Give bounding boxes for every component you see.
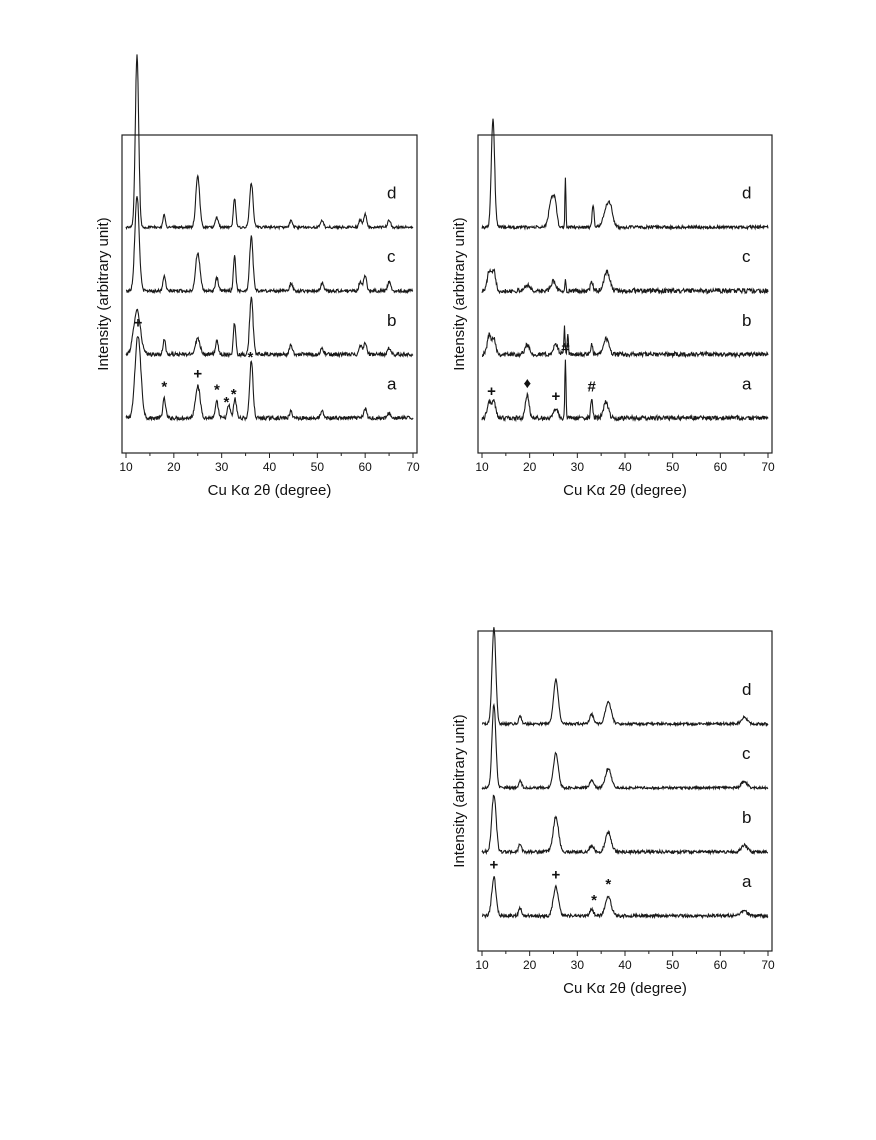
peak-marker: # <box>587 378 596 395</box>
xrd-curve-a <box>481 359 769 423</box>
x-tick-label: 40 <box>618 460 632 474</box>
xrd-curve-a <box>125 336 414 422</box>
peak-marker: + <box>134 315 143 332</box>
x-tick-label: 10 <box>475 460 489 474</box>
curve-label-a: a <box>742 872 752 891</box>
curve-label-a: a <box>742 374 752 393</box>
x-axis-label: Cu Kα 2θ (degree) <box>563 482 687 499</box>
peak-marker: * <box>591 892 597 909</box>
x-axis-ticks: 10 20 30 40 50 60 70 <box>475 951 775 972</box>
xrd-curve-c <box>481 702 769 791</box>
curve-label-b: b <box>387 311 396 330</box>
xrd-curve-b <box>125 296 414 359</box>
peak-marker: * <box>247 349 253 366</box>
xrd-curve-c <box>125 196 414 295</box>
curve-label-c: c <box>387 247 396 266</box>
x-tick-label: 20 <box>167 460 181 474</box>
curve-label-d: d <box>387 184 396 203</box>
peak-marker: + <box>487 383 496 400</box>
peak-marker: # <box>561 340 570 357</box>
curve-label-c: c <box>742 744 751 763</box>
curve-label-d: d <box>742 184 751 203</box>
x-tick-label: 30 <box>215 460 229 474</box>
x-tick-label: 40 <box>618 958 632 972</box>
peak-marker: * <box>224 394 230 411</box>
peak-marker: * <box>161 378 167 395</box>
peak-marker: + <box>490 857 499 874</box>
xrd-curve-b <box>481 325 769 359</box>
x-axis-label: Cu Kα 2θ (degree) <box>208 482 332 499</box>
plot-frame <box>477 134 773 454</box>
peak-marker: + <box>552 388 561 405</box>
x-tick-label: 50 <box>311 460 325 474</box>
x-tick-label: 60 <box>714 460 728 474</box>
xrd-curve-d <box>481 118 769 231</box>
x-tick-label: 10 <box>119 460 133 474</box>
peak-markers: + ♦ + # # <box>487 340 596 405</box>
xrd-panel-3: a b c d + + * * 10 20 30 40 50 60 70 Cu Kα 2θ (degre… <box>451 627 775 997</box>
curve-label-c: c <box>742 247 751 266</box>
peak-marker: * <box>605 876 611 893</box>
peak-marker: + <box>193 366 202 383</box>
x-tick-label: 70 <box>761 958 775 972</box>
x-tick-label: 30 <box>571 958 585 972</box>
x-tick-label: 10 <box>475 958 489 972</box>
curve-label-d: d <box>742 680 751 699</box>
x-tick-label: 60 <box>714 958 728 972</box>
x-tick-label: 60 <box>358 460 372 474</box>
y-axis-label: Intensity (arbitrary unit) <box>451 714 468 867</box>
xrd-curve-a <box>481 876 769 920</box>
x-tick-label: 70 <box>761 460 775 474</box>
peak-marker: * <box>231 386 237 403</box>
plot-frame <box>121 134 418 454</box>
xrd-curve-d <box>125 54 414 231</box>
curve-label-b: b <box>742 311 751 330</box>
curves-group: a b c d <box>125 54 414 422</box>
peak-markers: + + * * <box>490 857 612 909</box>
peak-marker: ♦ <box>523 375 531 392</box>
peak-marker: + <box>552 866 561 883</box>
curves-group: a b c d <box>481 118 769 423</box>
x-axis-ticks: 10 20 30 40 50 60 70 <box>475 453 775 474</box>
xrd-panel-2: a b c d + ♦ + # # 10 20 30 40 50 60 70 Cu Kα 2θ (degr… <box>451 118 775 499</box>
xrd-curve-c <box>481 268 769 295</box>
curves-group: a b c d <box>481 627 769 920</box>
x-tick-label: 20 <box>523 958 537 972</box>
plot-frame <box>477 630 773 952</box>
x-tick-label: 50 <box>666 460 680 474</box>
x-tick-label: 20 <box>523 460 537 474</box>
x-axis-ticks: 10 20 30 40 50 60 70 <box>119 453 420 474</box>
xrd-curve-d <box>481 627 769 728</box>
curve-label-a: a <box>387 374 397 393</box>
x-tick-label: 30 <box>571 460 585 474</box>
x-tick-label: 70 <box>406 460 420 474</box>
y-axis-label: Intensity (arbitrary unit) <box>95 217 112 370</box>
x-tick-label: 50 <box>666 958 680 972</box>
peak-marker: * <box>214 381 220 398</box>
y-axis-label: Intensity (arbitrary unit) <box>451 217 468 370</box>
xrd-curve-b <box>481 794 768 856</box>
x-axis-label: Cu Kα 2θ (degree) <box>563 980 687 997</box>
peak-markers: +*+** ** <box>134 315 254 412</box>
x-tick-label: 40 <box>263 460 277 474</box>
curve-label-b: b <box>742 808 751 827</box>
